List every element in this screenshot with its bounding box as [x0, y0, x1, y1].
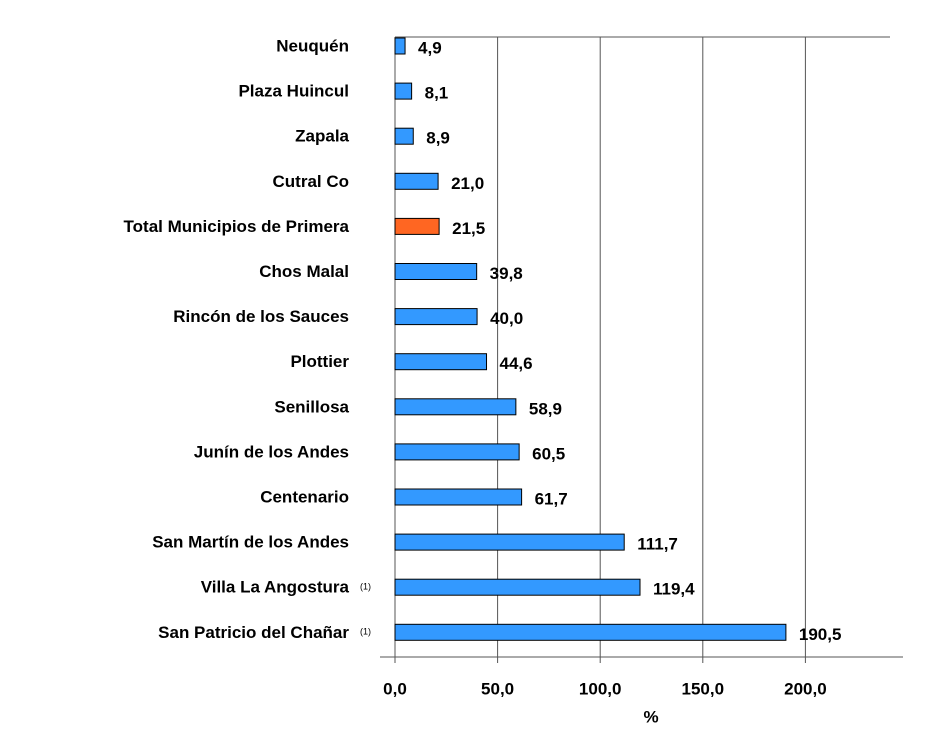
value-label: 8,1: [425, 84, 449, 103]
bar: [394, 398, 517, 416]
category-label: Senillosa: [274, 397, 349, 416]
value-label: 119,4: [653, 580, 695, 599]
bar: [394, 37, 406, 55]
category-label: Plottier: [290, 352, 349, 371]
x-tick-label: 50,0: [481, 679, 514, 698]
bar: [394, 353, 488, 371]
value-label: 44,6: [500, 354, 533, 373]
category-label: Total Municipios de Primera: [124, 217, 350, 236]
value-label: 8,9: [426, 129, 450, 148]
x-tick-label: 100,0: [579, 679, 622, 698]
bar: [394, 443, 520, 461]
value-label: 21,0: [451, 174, 484, 193]
x-axis-label: %: [643, 707, 658, 726]
bar: [394, 172, 439, 190]
value-label: 40,0: [490, 309, 523, 328]
category-label: Rincón de los Sauces: [173, 307, 349, 326]
bar: [394, 308, 478, 326]
bar: [394, 533, 625, 551]
category-label: Chos Malal: [259, 262, 349, 281]
bar: [394, 578, 641, 596]
value-label: 111,7: [637, 535, 678, 554]
category-label: Junín de los Andes: [194, 442, 349, 461]
bar: [394, 217, 440, 235]
value-label: 4,9: [418, 38, 442, 57]
value-label: 190,5: [799, 625, 842, 644]
category-label: San Martín de los Andes: [152, 533, 349, 552]
value-label: 58,9: [529, 399, 562, 418]
value-label: 60,5: [532, 444, 565, 463]
category-label: Cutral Co: [273, 172, 350, 191]
bar: [394, 127, 414, 145]
category-label: Centenario: [260, 487, 349, 506]
category-note: (1): [360, 582, 371, 592]
x-tick-label: 200,0: [784, 679, 827, 698]
value-label: 21,5: [452, 219, 485, 238]
bar: [394, 488, 523, 506]
bar: [394, 623, 787, 641]
bar: [394, 82, 413, 100]
x-tick-label: 150,0: [682, 679, 725, 698]
x-tick-label: 0,0: [383, 679, 407, 698]
value-label: 39,8: [490, 264, 523, 283]
bar: [394, 263, 478, 280]
category-note: (1): [360, 627, 371, 637]
category-label: Zapala: [295, 127, 349, 146]
category-label: Neuquén: [276, 36, 349, 55]
category-label: Plaza Huincul: [238, 82, 349, 101]
category-label: Villa La Angostura: [201, 578, 350, 597]
category-label: San Patricio del Chañar: [158, 623, 349, 642]
value-label: 61,7: [535, 489, 568, 508]
